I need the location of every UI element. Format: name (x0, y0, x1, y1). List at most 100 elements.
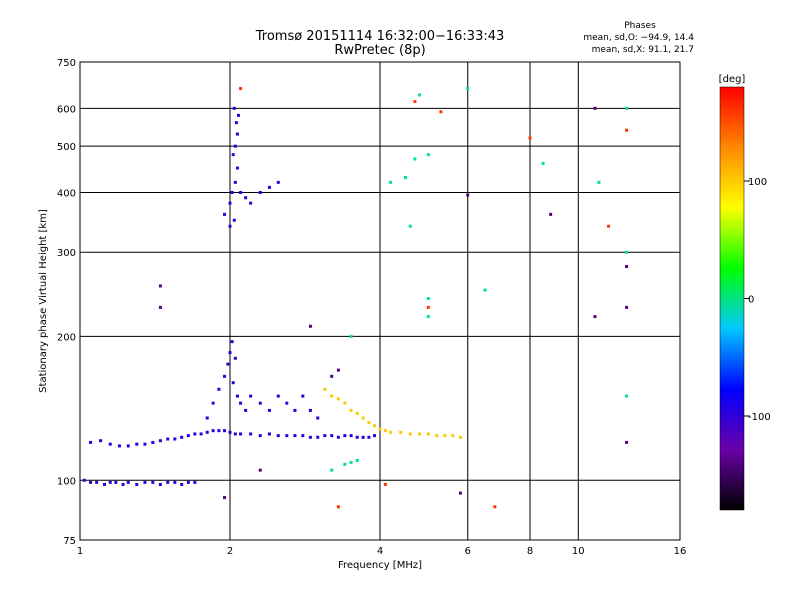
data-point (239, 401, 243, 405)
data-point (180, 435, 184, 439)
data-point (276, 180, 280, 184)
y-tick-label: 100 (57, 476, 76, 487)
data-point (316, 435, 320, 439)
data-point (378, 427, 382, 431)
data-point (173, 437, 177, 441)
data-point (293, 434, 297, 438)
data-point (82, 478, 86, 482)
data-point (413, 100, 417, 104)
y-tick-label: 750 (57, 58, 76, 69)
data-point (258, 190, 262, 194)
data-point (330, 374, 334, 378)
data-point (173, 480, 177, 484)
data-point (417, 432, 421, 436)
data-point (336, 368, 340, 372)
data-point (244, 196, 248, 200)
data-point (143, 480, 147, 484)
data-point (126, 444, 130, 448)
data-point (211, 429, 215, 433)
data-point (361, 435, 365, 439)
data-point (239, 87, 243, 91)
data-point (625, 128, 629, 132)
data-point (458, 491, 462, 495)
data-point (607, 224, 611, 228)
data-point (417, 93, 421, 97)
x-axis-label: Frequency [MHz] (338, 560, 422, 571)
x-tick-label: 2 (227, 546, 233, 557)
data-point (95, 480, 99, 484)
data-point (389, 430, 393, 434)
data-point (426, 432, 430, 436)
data-point (625, 305, 629, 309)
phase-info-title: Phases (624, 21, 656, 31)
data-point (99, 439, 103, 443)
data-point (235, 132, 239, 136)
x-tick-label: 16 (674, 546, 687, 557)
y-tick-label: 300 (57, 248, 76, 259)
data-point (151, 440, 155, 444)
data-point (267, 432, 271, 436)
data-point (258, 434, 262, 438)
data-point (308, 324, 312, 328)
chart-subtitle: RwPretec (8p) (334, 43, 425, 58)
data-point (228, 224, 232, 228)
data-point (103, 482, 107, 486)
data-point (193, 432, 197, 436)
grid-lines (80, 62, 680, 540)
data-point (493, 505, 497, 509)
data-point (389, 180, 393, 184)
data-point (349, 460, 353, 464)
plot-frame (79, 61, 681, 541)
data-point (593, 106, 597, 110)
data-points (82, 87, 629, 509)
data-point (625, 394, 629, 398)
data-point (121, 482, 125, 486)
data-point (408, 432, 412, 436)
y-tick-label: 75 (63, 536, 76, 547)
data-point (223, 496, 227, 500)
data-point (625, 106, 629, 110)
data-point (541, 161, 545, 165)
data-point (285, 434, 289, 438)
data-point (439, 110, 443, 114)
data-point (426, 315, 430, 319)
data-point (330, 468, 334, 472)
data-point (228, 351, 232, 355)
x-tick-label: 6 (465, 546, 471, 557)
y-tick-label: 200 (57, 332, 76, 343)
x-tick-label: 8 (527, 546, 533, 557)
y-axis-label: Stationary phase Virtual Height [km] (38, 209, 49, 393)
data-point (151, 480, 155, 484)
data-point (466, 87, 470, 91)
data-point (367, 435, 371, 439)
data-point (249, 432, 253, 436)
data-point (186, 480, 190, 484)
data-point (349, 408, 353, 412)
data-point (276, 394, 280, 398)
data-point (233, 356, 237, 360)
data-point (349, 434, 353, 438)
x-tick-label: 1 (77, 546, 83, 557)
data-point (383, 429, 387, 433)
data-point (267, 408, 271, 412)
data-point (199, 432, 203, 436)
data-point (230, 340, 234, 344)
data-point (399, 430, 403, 434)
data-point (231, 153, 235, 157)
data-point (186, 434, 190, 438)
y-tick-label: 400 (57, 188, 76, 199)
colorbar-tick-label: 0 (748, 295, 754, 306)
data-point (233, 144, 237, 148)
data-point (89, 480, 93, 484)
data-point (625, 265, 629, 269)
chart-title: Tromsø 20151114 16:32:00−16:33:43 (255, 29, 505, 44)
data-point (323, 387, 327, 391)
data-point (223, 429, 227, 433)
data-point (330, 434, 334, 438)
data-point (135, 482, 139, 486)
data-point (336, 397, 340, 401)
data-point (355, 435, 359, 439)
data-point (232, 218, 236, 222)
data-point (235, 394, 239, 398)
colorbar-label: [deg] (719, 74, 746, 85)
